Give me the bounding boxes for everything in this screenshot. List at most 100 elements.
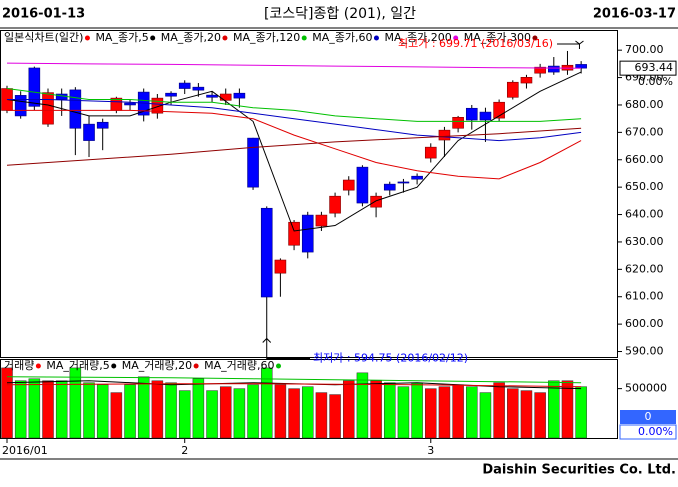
volume-bar — [14, 380, 27, 439]
volume-bar — [384, 382, 396, 439]
high-annotation: 최고가 : 699.71 (2016/03/16) — [398, 37, 553, 50]
candle-body — [219, 93, 232, 101]
legend-label: MA_거래량,60 — [204, 359, 274, 372]
volume-bar — [110, 392, 123, 439]
moving-average-line — [6, 127, 582, 166]
legend-label: MA_종가,200 — [384, 31, 451, 44]
y-tick-label: 610.00 — [625, 290, 664, 303]
volume-bar — [219, 386, 232, 439]
price-panel — [0, 30, 618, 358]
high-arrow — [557, 40, 584, 49]
y-tick-label: 630.00 — [625, 235, 664, 248]
candle-body — [479, 111, 492, 121]
volume-bar — [83, 382, 95, 439]
candle-body — [42, 92, 54, 125]
candle-body — [124, 102, 136, 106]
volume-bar — [274, 384, 287, 439]
volume-bar — [55, 380, 68, 439]
candle-body — [575, 64, 587, 69]
volume-bar — [315, 392, 328, 439]
y-tick-label: 700.00 — [625, 43, 664, 56]
candle-body — [397, 181, 410, 184]
candle-body — [288, 221, 300, 246]
volume-bar — [438, 386, 451, 439]
volume-bar — [561, 380, 574, 439]
volume-bar — [370, 380, 382, 439]
chart-title: [코스닥]종합 (201), 일간 — [264, 6, 416, 22]
legend-label: MA_거래량,5 — [46, 359, 109, 372]
volume-bar — [247, 384, 259, 439]
volume-panel — [0, 359, 618, 439]
volume-bar — [466, 386, 478, 439]
volume-bar — [493, 382, 505, 439]
candle-body — [301, 214, 314, 253]
legend-label: 일본식차트(일간) — [4, 30, 83, 44]
candle-body — [493, 101, 505, 119]
volume-readout: 0 — [645, 410, 652, 423]
x-tick-label: 2016/01 — [2, 444, 48, 457]
legend-marker — [276, 363, 281, 369]
volume-bar — [28, 378, 41, 439]
candle-body — [96, 121, 109, 129]
moving-average-line — [7, 109, 582, 180]
candle-body — [424, 146, 437, 159]
price-readout: 693.44 — [635, 61, 674, 74]
volume-bar — [206, 390, 218, 439]
legend-marker — [373, 35, 379, 41]
legend-label: MA_거래량,20 — [122, 359, 192, 372]
legend-marker — [222, 35, 228, 41]
volume-bar — [151, 380, 164, 439]
legend-label: MA_종가,300 — [464, 31, 531, 44]
candle-body — [315, 214, 328, 227]
legend-label: 거래량 — [4, 359, 34, 372]
start-date: 2016-01-13 — [2, 7, 85, 22]
volume-bar — [178, 390, 191, 439]
volume-bar — [1, 367, 13, 439]
candle-body — [356, 166, 369, 204]
low-arrow — [262, 337, 310, 360]
volume-bar — [548, 380, 560, 439]
volume-bar — [343, 380, 355, 439]
legend-marker — [532, 35, 538, 41]
price-readout-box — [619, 60, 677, 76]
y-tick-label: 660.00 — [625, 153, 664, 166]
volume-bar — [356, 372, 369, 439]
volume-change: 0.00% — [638, 425, 673, 438]
moving-average-line — [6, 88, 582, 122]
legend-label: MA_종가,120 — [233, 31, 300, 44]
x-tick-label: 2 — [181, 444, 188, 457]
volume-bar — [42, 380, 54, 439]
volume-bar — [520, 390, 533, 439]
legend-label: MA_종가,60 — [312, 31, 372, 44]
y-tick-label: 620.00 — [625, 262, 664, 275]
legend-marker — [150, 35, 156, 41]
volume-bar — [69, 367, 82, 439]
volume-bar — [479, 392, 492, 439]
volume-bar — [124, 384, 136, 439]
candle-body — [247, 137, 259, 188]
y-tick-label: 500000 — [625, 382, 667, 395]
volume-bar — [288, 388, 300, 439]
legend-marker — [453, 35, 459, 41]
volume-bar — [137, 376, 150, 439]
candle-body — [520, 76, 533, 84]
volume-bar — [575, 386, 587, 439]
legend-marker — [111, 363, 117, 369]
y-tick-label: 670.00 — [625, 125, 664, 138]
candle-body — [192, 86, 205, 91]
y-tick-label: 590.00 — [625, 345, 664, 358]
volume-bar — [301, 386, 314, 439]
moving-average-line — [6, 383, 582, 388]
volume-bar — [165, 382, 177, 439]
volume-bar — [233, 388, 246, 439]
candle-body — [547, 65, 560, 73]
candle-body — [383, 183, 396, 191]
moving-average-line — [7, 99, 582, 142]
volume-bar — [96, 384, 109, 439]
moving-average-line — [6, 62, 582, 69]
legend-marker — [301, 35, 307, 41]
candle-body — [260, 207, 273, 298]
footer-brand: Daishin Securities Co. Ltd. — [482, 463, 676, 478]
low-annotation: 최저가 : 594.75 (2016/02/12) — [313, 352, 468, 365]
candle-body — [151, 97, 164, 114]
